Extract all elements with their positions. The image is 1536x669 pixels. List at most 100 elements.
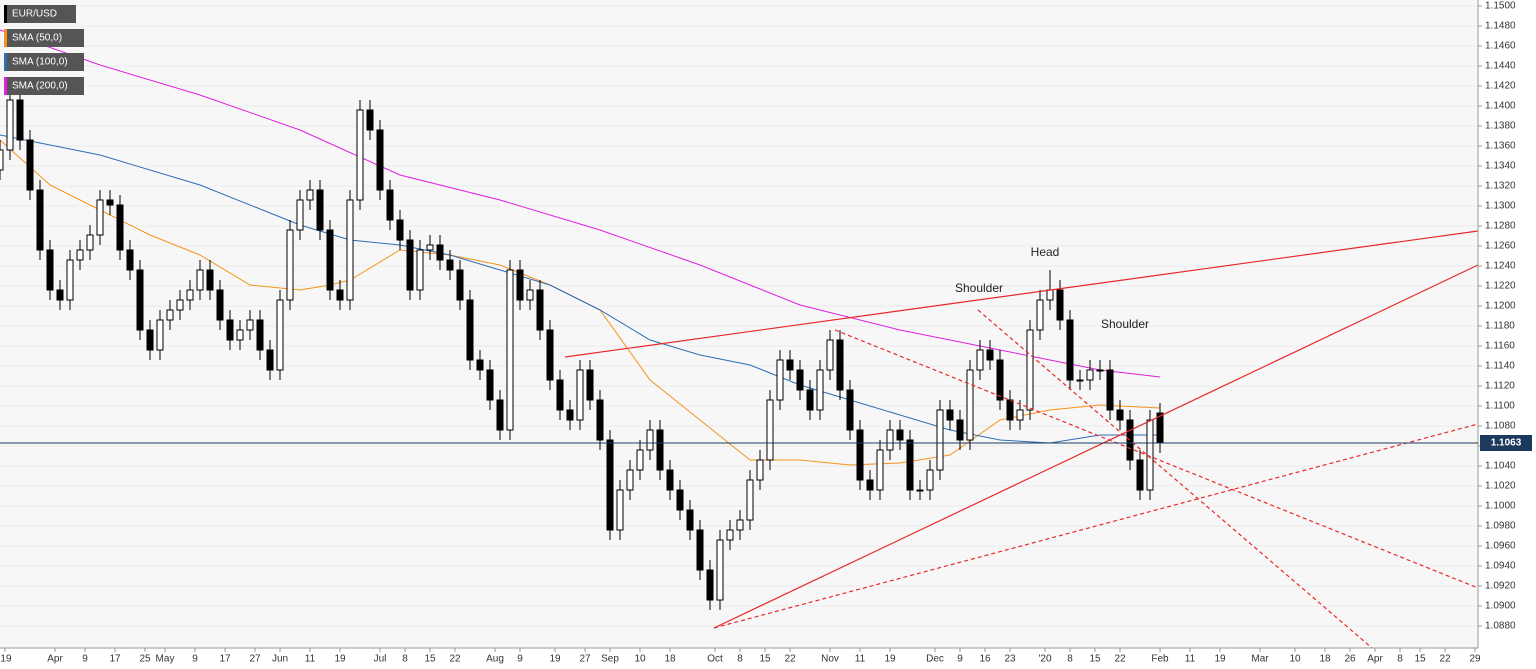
- y-tick-label: 1.0920: [1485, 581, 1516, 592]
- candle-body: [346, 199, 354, 301]
- y-tick-label: 1.1340: [1485, 161, 1516, 172]
- candle-body: [916, 489, 924, 492]
- candle-body: [666, 469, 674, 491]
- candle-body: [556, 379, 564, 411]
- y-axis-background: [1478, 0, 1536, 669]
- x-tick-label: Aug: [486, 654, 504, 665]
- candle-body: [816, 369, 824, 411]
- y-tick-label: 1.0940: [1485, 561, 1516, 572]
- candle-body: [956, 419, 964, 441]
- candle-body: [606, 439, 614, 531]
- x-tick-label: 10: [634, 654, 646, 665]
- candle-body: [616, 489, 624, 531]
- x-tick-label: 19: [334, 654, 346, 665]
- candle-body: [886, 429, 894, 451]
- y-tick-label: 1.1320: [1485, 181, 1516, 192]
- candle-body: [926, 469, 934, 491]
- annotations: Head Shoulder Shoulder: [955, 245, 1149, 331]
- dashed-resistance: [834, 329, 1479, 589]
- candle-body: [776, 359, 784, 401]
- candle-body: [396, 219, 404, 241]
- x-tick-label: Jul: [374, 654, 387, 665]
- candle-body: [1046, 289, 1054, 301]
- annotation: Head: [1031, 245, 1060, 259]
- candle-body: [656, 429, 664, 471]
- candle-body: [256, 319, 264, 351]
- y-tick-label: 1.1180: [1485, 321, 1515, 332]
- x-tick-label: 18: [664, 654, 676, 665]
- candle-body: [156, 319, 164, 351]
- y-tick-label: 1.0880: [1485, 621, 1516, 632]
- candle-body: [166, 309, 174, 321]
- x-tick-label: '20: [1038, 654, 1051, 665]
- candle-body: [696, 529, 704, 571]
- y-tick-label: 1.1420: [1485, 81, 1516, 92]
- candle-body: [376, 129, 384, 191]
- annotation: Shoulder: [1101, 317, 1149, 331]
- candle-body: [706, 569, 714, 601]
- legend: EUR/USD SMA (50,0) SMA (100,0) SMA (200,0): [4, 5, 84, 95]
- x-tick-label: 19: [1214, 654, 1226, 665]
- candle-body: [436, 244, 444, 261]
- neckline-upper: [564, 230, 1479, 358]
- grid-layer: [0, 5, 1478, 627]
- trend-lines: [564, 230, 1479, 649]
- x-tick-label: Mar: [1251, 654, 1269, 665]
- x-tick-label: Oct: [707, 654, 723, 665]
- candle-body: [296, 199, 304, 231]
- candle-body: [1056, 289, 1064, 321]
- support-line: [713, 264, 1479, 629]
- candle-body: [896, 429, 904, 441]
- x-tick-label: 8: [402, 654, 408, 665]
- x-tick-label: 18: [1319, 654, 1331, 665]
- candle-body: [596, 399, 604, 441]
- candle-body: [236, 329, 244, 341]
- candle-body: [806, 389, 814, 411]
- candle-body: [16, 99, 24, 141]
- candle-body: [46, 249, 54, 291]
- legend-swatch: [4, 29, 7, 47]
- y-tick-label: 1.0900: [1485, 601, 1516, 612]
- x-tick-label: 8: [1067, 654, 1073, 665]
- legend-label: SMA (200,0): [12, 81, 68, 92]
- x-tick-label: Sep: [601, 654, 619, 665]
- y-tick-label: 1.1500: [1485, 1, 1516, 12]
- candle-body: [876, 449, 884, 491]
- x-tick-label: 8: [1397, 654, 1403, 665]
- candle-body: [386, 189, 394, 221]
- x-tick-label: 26: [1344, 654, 1356, 665]
- candle-body: [0, 149, 4, 171]
- candle-body: [26, 139, 34, 191]
- candle-body: [646, 429, 654, 451]
- legend-box: [4, 53, 84, 71]
- candle-body: [226, 319, 234, 341]
- candle-body: [746, 479, 754, 521]
- x-tick-label: 9: [82, 654, 88, 665]
- candle-body: [426, 244, 434, 251]
- x-tick-label: Dec: [926, 654, 944, 665]
- candle-body: [996, 359, 1004, 401]
- candle-body: [286, 229, 294, 301]
- candle-body: [836, 339, 844, 391]
- last-price-tag: [1480, 435, 1532, 451]
- annotation: Shoulder: [955, 281, 1003, 295]
- candle-body: [756, 459, 764, 481]
- candle-body: [36, 189, 44, 251]
- y-tick-label: 1.1460: [1485, 41, 1516, 52]
- y-tick-label: 1.1080: [1485, 421, 1516, 432]
- y-tick-label: 1.1240: [1485, 261, 1516, 272]
- y-tick-label: 1.1400: [1485, 101, 1516, 112]
- candle-body: [856, 429, 864, 481]
- candle-body: [766, 399, 774, 461]
- candle-body: [516, 269, 524, 301]
- candle-body: [946, 409, 954, 421]
- x-tick-label: '19: [0, 654, 12, 665]
- candle-body: [936, 409, 944, 471]
- candle-body: [306, 189, 314, 201]
- y-tick-label: 1.1000: [1485, 501, 1516, 512]
- y-tick-label: 1.1160: [1485, 341, 1515, 352]
- candle-body: [536, 289, 544, 331]
- candle-body: [1086, 369, 1094, 381]
